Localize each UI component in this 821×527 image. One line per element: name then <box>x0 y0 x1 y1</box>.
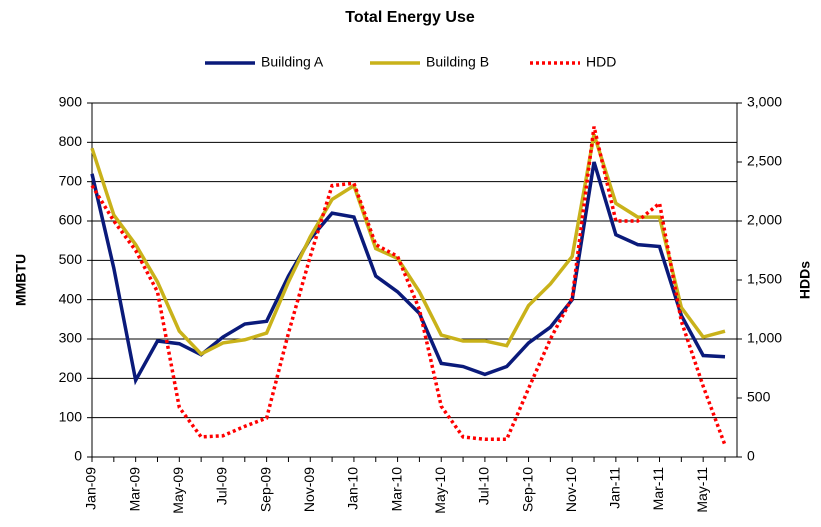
y-tick-label: 300 <box>59 330 83 346</box>
x-tick-label: Nov-09 <box>301 467 317 512</box>
y-tick-label: 900 <box>59 94 83 110</box>
x-tick-label: May-11 <box>694 467 710 513</box>
y-tick-label: 600 <box>59 212 83 228</box>
chart-title: Total Energy Use <box>345 9 475 26</box>
y2-tick-label: 1,000 <box>747 330 782 346</box>
y-tick-label: 800 <box>59 133 83 149</box>
legend-label: HDD <box>586 54 616 70</box>
x-tick-label: Mar-10 <box>388 467 404 512</box>
x-tick-label: Sep-10 <box>519 467 535 512</box>
y2-tick-label: 3,000 <box>747 94 782 110</box>
series-line <box>90 133 726 357</box>
y-tick-label: 500 <box>59 251 83 267</box>
x-tick-label: Jan-11 <box>607 467 623 509</box>
y2-tick-label: 1,500 <box>747 271 782 287</box>
x-tick-label: Mar-09 <box>126 467 142 512</box>
y2-tick-label: 2,500 <box>747 153 782 169</box>
x-tick-label: Mar-11 <box>650 467 666 511</box>
y2-tick-label: 2,000 <box>747 212 782 228</box>
y-tick-label: 700 <box>59 172 83 188</box>
y2-tick-label: 0 <box>747 448 755 464</box>
x-tick-label: Jan-09 <box>83 467 99 510</box>
x-tick-label: May-09 <box>170 467 186 514</box>
x-tick-label: Sep-09 <box>257 467 273 512</box>
x-tick-label: Jul-09 <box>214 467 230 505</box>
x-tick-label: Jul-10 <box>476 467 492 505</box>
x-tick-label: May-10 <box>432 467 448 514</box>
y-tick-label: 400 <box>59 290 83 306</box>
x-tick-label: Jan-10 <box>345 467 361 510</box>
y2-axis-label: HDDs <box>797 261 813 299</box>
series-line <box>90 161 726 386</box>
y-tick-label: 0 <box>74 448 82 464</box>
legend-label: Building A <box>261 54 324 70</box>
x-tick-label: Nov-10 <box>563 467 579 512</box>
y-tick-label: 100 <box>59 408 83 424</box>
y-tick-label: 200 <box>59 369 83 385</box>
legend-label: Building B <box>426 54 489 70</box>
y2-tick-label: 500 <box>747 389 771 405</box>
y-axis-label: MMBTU <box>13 254 29 306</box>
series-line <box>90 126 727 446</box>
